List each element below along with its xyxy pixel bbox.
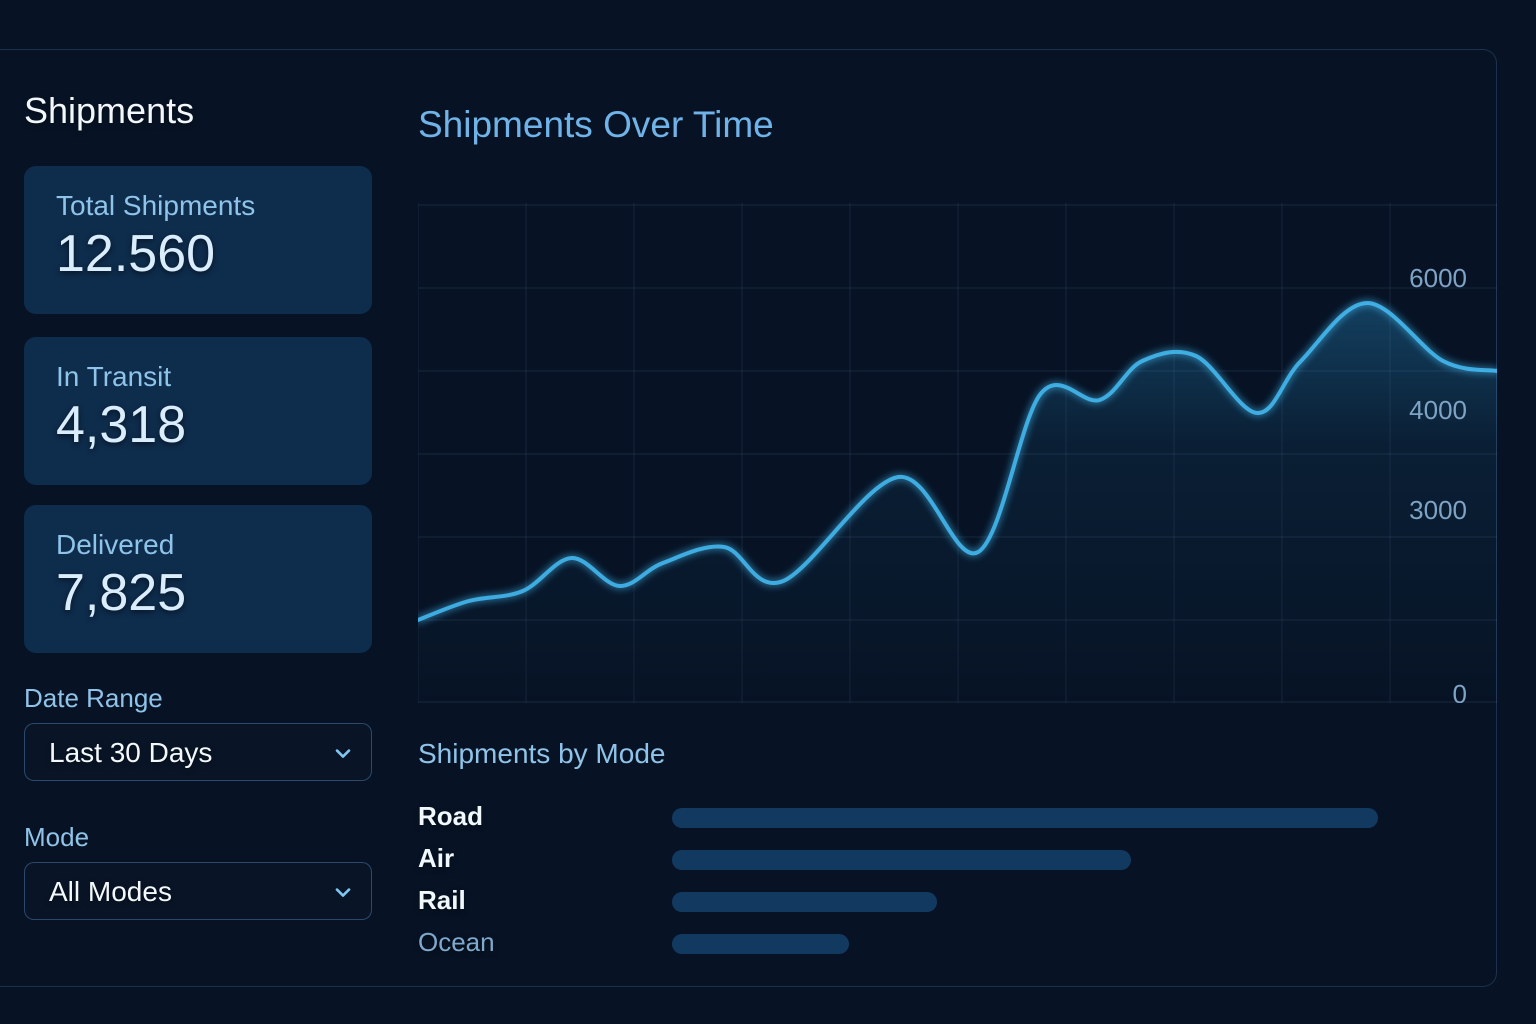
svg-text:3000: 3000 [1409,495,1467,525]
svg-text:4000: 4000 [1409,395,1467,425]
svg-text:0: 0 [1453,679,1467,703]
svg-text:6000: 6000 [1409,263,1467,293]
